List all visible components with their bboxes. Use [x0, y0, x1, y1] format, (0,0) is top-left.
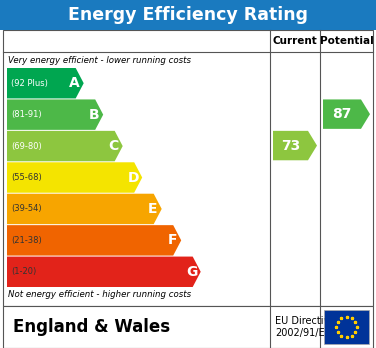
Text: (55-68): (55-68) [11, 173, 42, 182]
Polygon shape [7, 162, 142, 193]
Polygon shape [7, 100, 103, 130]
Text: E: E [148, 202, 158, 216]
Text: C: C [109, 139, 119, 153]
Text: D: D [127, 171, 139, 184]
Text: Very energy efficient - lower running costs: Very energy efficient - lower running co… [8, 56, 191, 65]
Bar [324, 310, 369, 344]
Text: (21-38): (21-38) [11, 236, 42, 245]
Bar [3, 30, 373, 306]
Text: 73: 73 [281, 139, 300, 152]
Text: B: B [89, 108, 100, 122]
Text: G: G [186, 265, 197, 279]
Text: (69-80): (69-80) [11, 142, 42, 151]
Text: Current: Current [273, 36, 317, 46]
Bar [0, 0, 376, 30]
Text: Energy Efficiency Rating: Energy Efficiency Rating [68, 6, 308, 24]
Text: 87: 87 [332, 107, 352, 121]
Polygon shape [7, 131, 123, 161]
Bar [3, 306, 373, 348]
Text: England & Wales: England & Wales [13, 318, 170, 336]
Text: EU Directive: EU Directive [275, 316, 335, 326]
Text: (81-91): (81-91) [11, 110, 42, 119]
Polygon shape [273, 131, 317, 160]
Polygon shape [7, 256, 201, 287]
Polygon shape [7, 225, 181, 255]
Text: (1-20): (1-20) [11, 267, 36, 276]
Text: (39-54): (39-54) [11, 204, 42, 213]
Text: Not energy efficient - higher running costs: Not energy efficient - higher running co… [8, 290, 191, 299]
Text: 2002/91/EC: 2002/91/EC [275, 328, 331, 338]
Text: A: A [69, 76, 80, 90]
Polygon shape [7, 194, 162, 224]
Text: (92 Plus): (92 Plus) [11, 79, 48, 88]
Polygon shape [7, 68, 84, 98]
Polygon shape [323, 100, 370, 129]
Text: F: F [167, 234, 177, 247]
Text: Potential: Potential [320, 36, 373, 46]
